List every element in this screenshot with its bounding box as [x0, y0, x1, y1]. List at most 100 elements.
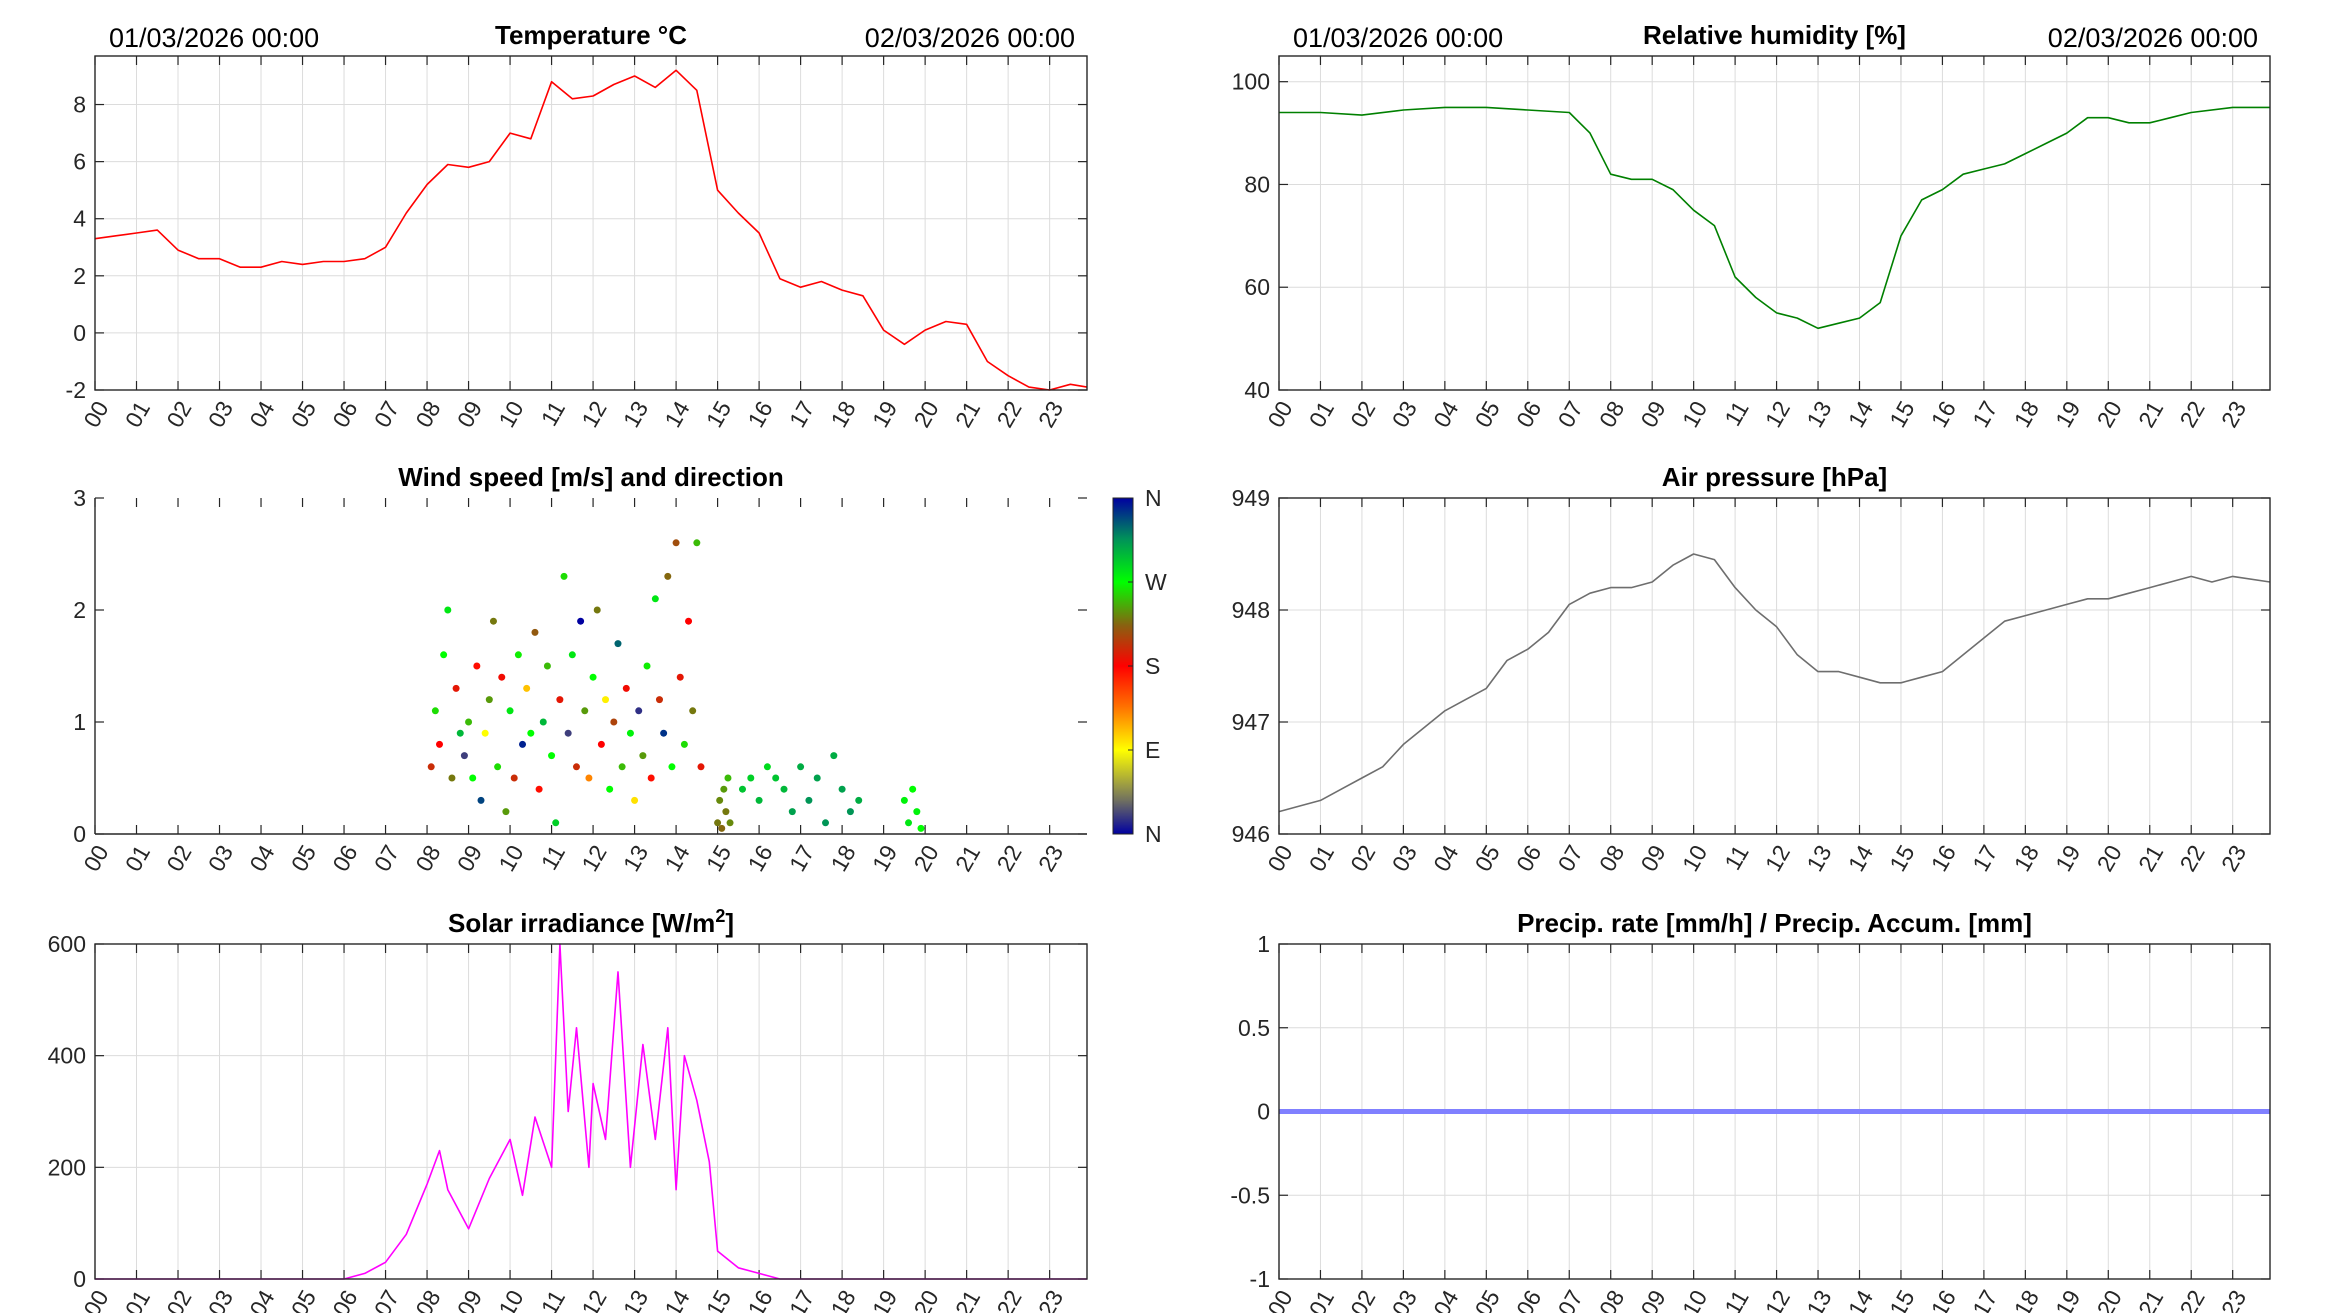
x-tick-label: 22: [2174, 397, 2209, 432]
wind-point: [593, 606, 601, 614]
wind-point: [693, 539, 701, 547]
x-tick-label: 18: [825, 397, 860, 432]
chart-temperature: 00 01 02 03 04 05 06 07 08 09 10 11 12 13 14 15 16 17 18 19…: [66, 20, 1088, 432]
x-tick-label: 12: [576, 841, 611, 876]
wind-point: [664, 572, 672, 580]
x-tick-label: 22: [2174, 841, 2209, 876]
x-tick-label: 12: [1760, 841, 1795, 876]
colorbar-label: W: [1145, 569, 1167, 595]
chart-title-text: Relative humidity [%]: [1643, 20, 1906, 50]
x-tick-label: 04: [244, 396, 279, 431]
humidity-series-line: [1279, 106, 2270, 330]
x-tick-label: 17: [1967, 397, 2002, 432]
x-tick-label: 04: [244, 1285, 279, 1313]
x-tick-label: 11: [1719, 841, 1753, 875]
y-tick-label: 8: [73, 92, 86, 118]
x-tick-label: 10: [1677, 1286, 1712, 1313]
wind-point: [913, 808, 921, 816]
x-tick-label: 06: [327, 1286, 362, 1313]
x-tick-label: 16: [742, 1286, 777, 1313]
wind-point: [444, 606, 452, 614]
wind-point: [510, 774, 518, 782]
wind-point: [655, 696, 663, 704]
x-tick-label: 21: [2133, 397, 2168, 432]
x-tick-label: 01: [120, 397, 155, 432]
wind-point: [602, 696, 610, 704]
x-tick-label: 15: [701, 1286, 736, 1313]
y-tick-label: -1: [1250, 1266, 1270, 1292]
wind-point: [668, 763, 676, 771]
x-tick-label: 20: [2092, 1286, 2127, 1313]
x-tick-label: 06: [1511, 841, 1546, 876]
wind-point: [610, 718, 618, 726]
x-tick-label: 16: [1926, 397, 1961, 432]
direction-colorbar: N E S W N: [1112, 485, 1167, 847]
y-tick-label: 2: [73, 597, 86, 623]
x-tick-label: 01: [1304, 841, 1339, 876]
wind-point: [772, 774, 780, 782]
wind-point: [805, 796, 813, 804]
y-tick-label: 947: [1232, 709, 1270, 735]
x-tick-label: 14: [659, 840, 694, 875]
x-tick-label: 23: [1033, 1286, 1068, 1313]
wind-point: [676, 673, 684, 681]
chart-title: Wind speed [m/s] and direction: [398, 462, 783, 492]
chart-title: Solar irradiance [W/m2]: [448, 906, 734, 938]
x-tick-label: 11: [1719, 1286, 1753, 1313]
wind-point: [477, 796, 485, 804]
x-tick-label: 09: [1635, 397, 1670, 432]
axes-box: [94, 55, 1088, 391]
x-tick-label: 21: [950, 397, 985, 432]
x-tick-label: 12: [576, 1286, 611, 1313]
x-tick-label: 06: [327, 841, 362, 876]
wind-point: [720, 785, 728, 793]
y-tick-label: 400: [48, 1043, 86, 1069]
wind-point: [452, 684, 460, 692]
x-tick-label: 15: [701, 841, 736, 876]
wind-point: [660, 729, 668, 737]
chart-precip: 00 01 02 03 04 05 06 07 08 09 10 11 12 13 14 15 16 17 18 19…: [1230, 908, 2271, 1313]
solar-series-line: [95, 943, 1087, 1280]
x-tick-label: 07: [369, 1286, 404, 1313]
x-tick-label: 14: [1843, 840, 1878, 875]
x-tick-label: 18: [825, 841, 860, 876]
y-tick-label: 6: [73, 149, 86, 175]
y-tick-label: 0: [73, 1266, 86, 1292]
x-tick-label: 21: [950, 1286, 985, 1313]
x-tick-label: 14: [659, 396, 694, 431]
x-tick-label: 20: [908, 1286, 943, 1313]
x-tick-label: 07: [369, 397, 404, 432]
x-tick-label: 04: [1428, 1285, 1463, 1313]
x-tick-label: 19: [2050, 397, 2085, 432]
wind-point: [485, 696, 493, 704]
y-tick-label: 80: [1244, 171, 1270, 197]
wind-point: [788, 808, 796, 816]
chart-title-superscript: 2: [715, 906, 725, 926]
wind-point: [780, 785, 788, 793]
x-tick-label: 01: [1304, 1286, 1339, 1313]
x-tick-label: 18: [2009, 397, 2044, 432]
x-tick-label: 17: [784, 397, 819, 432]
x-tick-label: 13: [1801, 841, 1836, 876]
x-tick-label: 09: [452, 841, 487, 876]
pressure-series-line: [1278, 553, 2271, 813]
x-tick-label: 05: [286, 1286, 321, 1313]
x-tick-label: 12: [1760, 1286, 1795, 1313]
wind-point: [716, 796, 724, 804]
x-tick-label: 18: [2009, 1286, 2044, 1313]
x-tick-label: 03: [1387, 1286, 1422, 1313]
x-tick-label: 04: [244, 840, 279, 875]
x-tick-label: 20: [2092, 397, 2127, 432]
end-date-label: 02/03/2026 00:00: [865, 23, 1075, 53]
x-tick-label: 07: [369, 841, 404, 876]
x-tick-label: 08: [410, 1286, 445, 1313]
plot-area: [1279, 498, 2270, 834]
x-tick-label: 08: [410, 841, 445, 876]
x-tick-label: 20: [908, 841, 943, 876]
wind-point: [539, 718, 547, 726]
wind-point: [846, 808, 854, 816]
x-tick-label: 21: [950, 841, 985, 876]
wind-point: [905, 819, 913, 827]
y-tick-label: 100: [1232, 69, 1270, 95]
x-tick-label: 14: [1843, 396, 1878, 431]
